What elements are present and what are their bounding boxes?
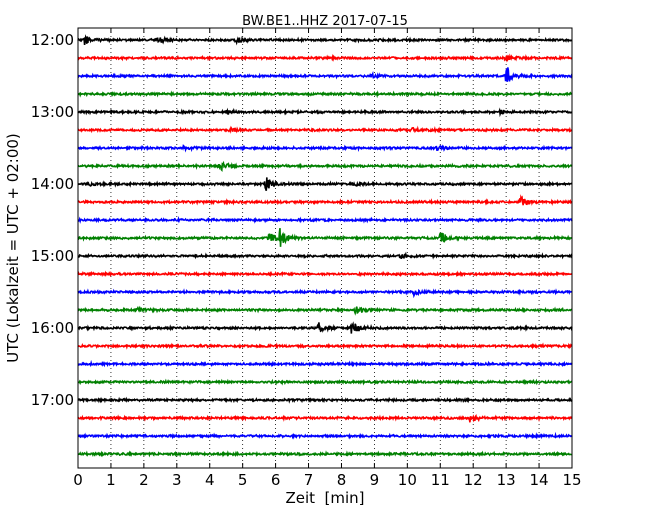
trace-1615 — [77, 342, 573, 350]
y-axis-title: UTC (Lokalzeit = UTC + 02:00) — [4, 133, 22, 363]
x-axis-title: Zeit [min] — [285, 489, 364, 507]
trace-1715 — [77, 414, 573, 423]
trace-1500 — [77, 251, 573, 260]
vertical-grid — [110, 28, 540, 468]
trace-1730 — [77, 431, 573, 440]
plot-frame — [77, 27, 573, 469]
x-tick-label: 14 — [530, 471, 549, 489]
x-tick-label: 1 — [106, 471, 116, 489]
trace-1530 — [77, 288, 573, 299]
y-tick-label: 17:00 — [31, 391, 74, 409]
trace-1315 — [77, 125, 573, 134]
x-tick-labels: 0 1 2 3 4 5 6 7 8 9 10 11 12 13 14 15 — [73, 471, 581, 489]
x-tick-label: 4 — [205, 471, 215, 489]
trace-1430 — [77, 215, 573, 224]
y-tick-labels: 12:00 13:00 14:00 15:00 16:00 17:00 — [31, 31, 74, 409]
trace-1630 — [77, 359, 573, 368]
trace-1445 — [77, 228, 573, 247]
x-tick-label: 15 — [562, 471, 581, 489]
trace-1230 — [77, 67, 573, 82]
x-tick-label: 9 — [370, 471, 380, 489]
trace-1545 — [77, 305, 573, 316]
x-tick-label: 11 — [431, 471, 450, 489]
trace-1200 — [77, 34, 573, 46]
x-tick-label: 2 — [139, 471, 149, 489]
trace-1600 — [77, 321, 573, 334]
plot-title: BW.BE1..HHZ 2017-07-15 — [242, 14, 408, 29]
y-tick-label: 16:00 — [31, 319, 74, 337]
trace-1515 — [77, 270, 573, 278]
trace-1700 — [77, 396, 573, 404]
x-tick-label: 12 — [464, 471, 483, 489]
y-tick-label: 14:00 — [31, 175, 74, 193]
trace-1345 — [77, 160, 573, 173]
x-tick-label: 13 — [497, 471, 516, 489]
x-tick-label: 5 — [238, 471, 248, 489]
trace-1300 — [77, 107, 573, 118]
x-tick-label: 3 — [172, 471, 182, 489]
x-tick-label: 6 — [271, 471, 281, 489]
trace-1745 — [77, 450, 573, 458]
y-tick-label: 12:00 — [31, 31, 74, 49]
axis-ticks — [77, 28, 573, 468]
trace-1215 — [77, 53, 573, 63]
x-tick-label: 0 — [73, 471, 83, 489]
trace-1400 — [77, 177, 573, 191]
x-tick-label: 7 — [304, 471, 314, 489]
x-tick-label: 10 — [398, 471, 417, 489]
trace-1645 — [77, 378, 573, 386]
trace-1245 — [77, 90, 573, 99]
y-tick-label: 13:00 — [31, 103, 74, 121]
x-tick-label: 8 — [337, 471, 347, 489]
trace-1415 — [77, 194, 573, 206]
seismic-traces — [77, 34, 573, 458]
trace-1330 — [77, 144, 573, 153]
y-tick-label: 15:00 — [31, 247, 74, 265]
